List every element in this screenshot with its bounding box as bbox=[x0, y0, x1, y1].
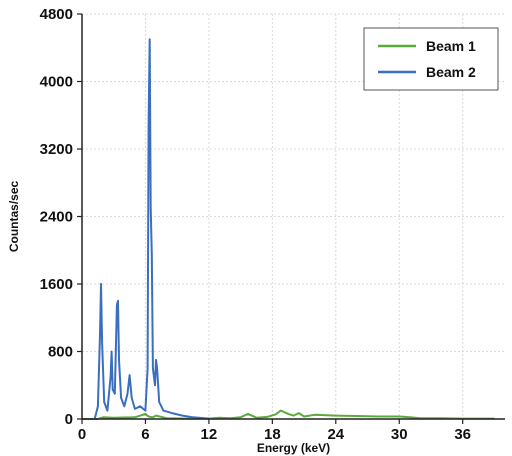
x-ticks: 0 6 12 18 24 30 36 bbox=[78, 419, 471, 443]
x-tick-label: 30 bbox=[391, 426, 408, 443]
x-tick-label: 6 bbox=[141, 426, 149, 443]
x-tick-label: 36 bbox=[454, 426, 471, 443]
y-tick-label: 1600 bbox=[40, 276, 73, 293]
legend-label: Beam 1 bbox=[426, 38, 476, 54]
y-tick-label: 4800 bbox=[40, 6, 73, 23]
y-tick-label: 0 bbox=[65, 411, 73, 428]
x-tick-label: 24 bbox=[327, 426, 344, 443]
y-tick-label: 4000 bbox=[40, 74, 73, 91]
x-tick-label: 0 bbox=[78, 426, 86, 443]
series-line-beam-2 bbox=[93, 38, 209, 420]
legend: Beam 1 Beam 2 bbox=[363, 27, 499, 91]
y-axis-title: Countas/sec bbox=[7, 180, 21, 252]
legend-label: Beam 2 bbox=[426, 64, 476, 80]
x-tick-label: 12 bbox=[201, 426, 218, 443]
y-ticks: 0 800 1600 2400 3200 4000 4800 bbox=[40, 6, 82, 428]
y-tick-label: 800 bbox=[48, 344, 73, 361]
series-layer bbox=[82, 38, 495, 420]
x-tick-label: 18 bbox=[264, 426, 281, 443]
x-axis-title: Energy (keV) bbox=[257, 441, 330, 455]
y-tick-label: 3200 bbox=[40, 141, 73, 158]
y-tick-label: 2400 bbox=[40, 209, 73, 226]
series-line-beam-1 bbox=[82, 409, 495, 420]
legend-box bbox=[363, 27, 499, 91]
